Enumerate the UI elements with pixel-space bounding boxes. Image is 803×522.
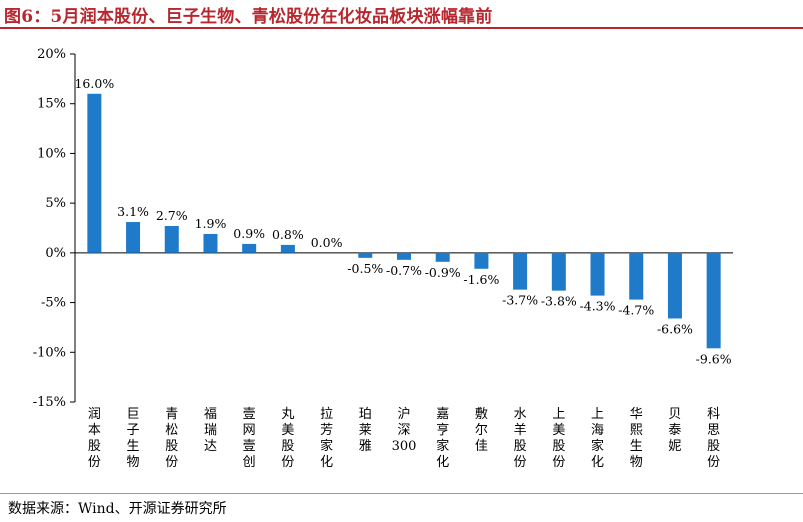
data-label: -9.6% (696, 351, 732, 366)
data-label: 16.0% (74, 76, 114, 91)
x-tick-label: 嘉亨家化 (436, 407, 449, 470)
y-tick-label: 15% (37, 97, 66, 112)
bar (242, 243, 257, 253)
data-label: 3.1% (117, 204, 149, 219)
x-tick-label: 珀莱雅 (359, 407, 372, 454)
bar (126, 222, 141, 253)
data-label: 0.9% (233, 226, 265, 241)
x-tick-label: 上海家化 (591, 407, 604, 470)
data-label: -4.3% (580, 299, 616, 314)
bar (435, 252, 450, 262)
bar-chart: -15% -10% -5% 0% 5% 10% 15% 20% 16.0% 润本股份 3.1% 巨子生… (33, 47, 733, 470)
x-tick-label: 上美股份 (552, 407, 565, 470)
x-tick-label: 水羊股份 (514, 407, 527, 470)
data-label: -0.5% (347, 261, 383, 276)
bar (667, 252, 682, 319)
y-tick-label: 10% (37, 146, 66, 161)
bar (629, 252, 644, 300)
x-tick-label: 敷尔佳 (475, 407, 488, 454)
data-label: -3.7% (502, 293, 538, 308)
x-tick-label: 壹网壹创 (243, 407, 256, 470)
y-tick-label: -10% (33, 345, 66, 360)
x-tick-label: 福瑞达 (204, 407, 217, 454)
data-label: -6.6% (657, 321, 693, 336)
bar (706, 252, 721, 349)
x-tick-label: 润本股份 (88, 407, 101, 470)
x-tick-label: 丸美股份 (281, 407, 294, 470)
bar (358, 252, 373, 258)
y-tick-label: -5% (41, 296, 66, 311)
data-label: 1.9% (195, 216, 227, 231)
x-tick-label: 巨子生物 (127, 407, 140, 470)
y-tick-label: 0% (45, 246, 66, 261)
data-label: 0.8% (272, 227, 304, 242)
x-tick-label: 拉芳家化 (320, 407, 333, 470)
data-label: -3.8% (541, 294, 577, 309)
data-label: 2.7% (156, 208, 188, 223)
y-tick-label: -15% (33, 395, 66, 410)
figure-title: 图6：5月润本股份、巨子生物、青松股份在化妆品板块涨幅靠前 (4, 7, 493, 27)
bar (164, 226, 179, 253)
data-label: -4.7% (618, 303, 654, 318)
footer-rule (0, 493, 803, 494)
bar (87, 93, 102, 253)
data-label: -1.6% (463, 272, 499, 287)
bar (590, 252, 605, 296)
bar (513, 252, 528, 290)
bar (280, 244, 295, 253)
title-rule (0, 27, 803, 29)
bar (474, 252, 489, 269)
x-tick-label: 沪深 300 (392, 406, 417, 454)
x-tick-label: 青松股份 (165, 407, 178, 470)
data-label: -0.9% (425, 265, 461, 280)
bar (203, 233, 218, 253)
x-tick-label: 贝泰妮 (668, 407, 681, 454)
y-tick-label: 5% (45, 196, 66, 211)
source-note: 数据来源：Wind、开源证券研究所 (8, 501, 227, 517)
y-tick-label: 20% (37, 47, 66, 62)
x-tick-label: 华熙生物 (630, 407, 643, 470)
bar (551, 252, 566, 291)
data-label: 0.0% (311, 235, 343, 250)
x-tick-label: 科思股份 (707, 407, 720, 470)
bar (397, 252, 411, 260)
data-label: -0.7% (386, 263, 422, 278)
